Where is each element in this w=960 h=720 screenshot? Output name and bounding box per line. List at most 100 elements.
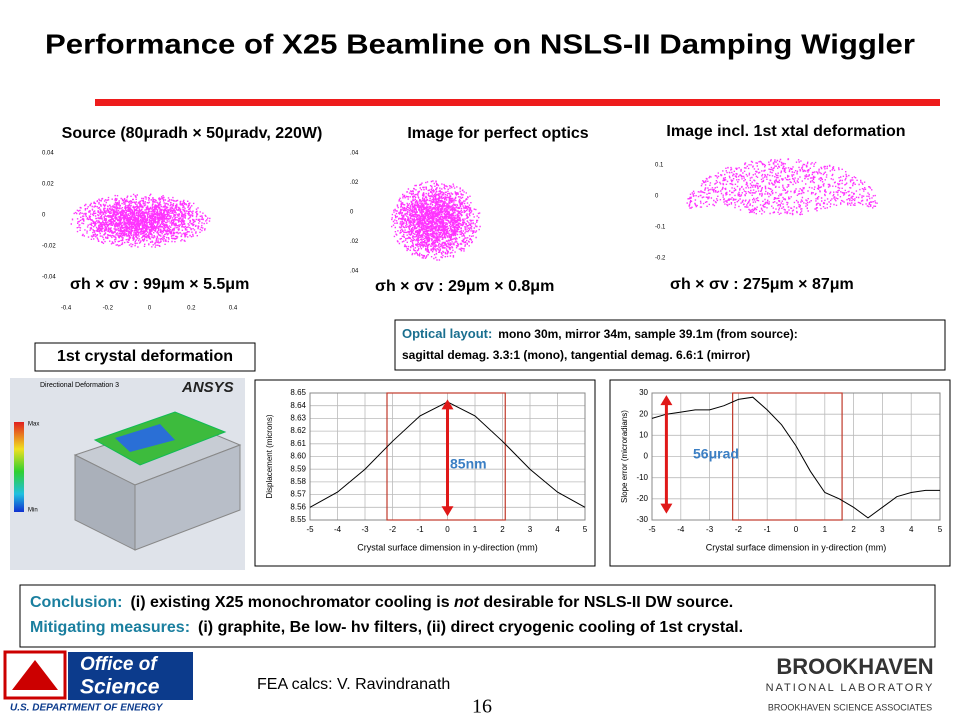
- ansys-block: [134, 444, 241, 551]
- y-tick-label: 0: [644, 452, 649, 461]
- x-tick-label: -2: [735, 525, 743, 534]
- y-tick-label: .04: [350, 151, 359, 157]
- y-tick-label: 8.60: [290, 452, 306, 461]
- ansys-crystal-center: [115, 424, 175, 452]
- y-tick-label: .02: [350, 180, 359, 186]
- beam-profile-cloud: [70, 193, 211, 248]
- y-tick-label: -10: [636, 473, 648, 482]
- doe-office: Office of: [80, 654, 158, 675]
- sigma-label: σh × σv : 275μm × 87μm: [670, 276, 854, 293]
- conclusion-label: Conclusion:: [30, 594, 122, 611]
- y-tick-label: -30: [636, 515, 648, 524]
- panel-heading: Image for perfect optics: [407, 125, 588, 142]
- x-tick-label: 3: [880, 525, 885, 534]
- title-rule: [95, 99, 940, 106]
- conclusion-text: (i) existing X25 monochromator cooling i…: [130, 594, 454, 611]
- optical-layout-box: [394, 319, 946, 371]
- y-tick-label: 8.64: [290, 401, 306, 410]
- ansys-min: Min: [28, 508, 38, 514]
- doe-text: U.S. DEPARTMENT OF ENERGY: [10, 703, 164, 714]
- panel-heading: Image incl. 1st xtal deformation: [666, 123, 905, 140]
- conclusion-label: Mitigating measures:: [30, 619, 190, 636]
- doe-logo: Office of Science U.S. DEPARTMENT OF ENE…: [3, 650, 193, 714]
- x-tick-label: -1: [416, 525, 424, 534]
- bnl-logo: BROOKHAVEN: [776, 654, 933, 679]
- doe-emblem-mark: [12, 660, 58, 690]
- optical-layout-line: mono 30m, mirror 34m, sample 39.1m (from…: [498, 327, 797, 341]
- y-tick-label: 20: [639, 409, 648, 418]
- optical-layout-text: Optical layout: mono 30m, mirror 34m, sam…: [402, 326, 798, 341]
- x-tick-label: -5: [306, 525, 314, 534]
- annotation: 56μrad: [693, 446, 739, 462]
- conclusion-text: (i) graphite, Be low- hν filters, (ii) d…: [198, 619, 743, 636]
- sigma-label: σh × σv : 29μm × 0.8μm: [375, 278, 554, 295]
- x-tick-label: 1: [473, 525, 478, 534]
- y-tick-label: 8.62: [290, 426, 306, 435]
- y-tick-label: 8.55: [290, 515, 306, 524]
- conclusion-line: Mitigating measures: (i) graphite, Be low…: [30, 619, 743, 636]
- conclusion-line: Conclusion: (i) existing X25 monochromato…: [30, 594, 733, 611]
- ansys-image: Directional Deformation 3 ANSYS Max Min: [10, 378, 245, 570]
- page-number: 16: [472, 696, 492, 718]
- x-tick-label: 5: [583, 525, 588, 534]
- optical-layout-label: Optical layout:: [402, 326, 492, 341]
- x-tick-label: 0.4: [229, 306, 238, 312]
- chart-frame: [609, 379, 951, 567]
- x-tick-label: -5: [648, 525, 656, 534]
- x-tick-label: -4: [677, 525, 685, 534]
- x-tick-label: -3: [706, 525, 714, 534]
- bnl-sub: NATIONAL LABORATORY: [766, 682, 935, 694]
- ansys-caption: Directional Deformation 3: [40, 382, 119, 389]
- x-tick-label: 1: [823, 525, 828, 534]
- ansys-legend: [14, 422, 24, 512]
- doe-banner: [68, 652, 193, 700]
- y-axis-label: Displacement (microns): [265, 414, 274, 498]
- y-tick-label: 0: [42, 213, 46, 219]
- y-tick-label: -20: [636, 494, 648, 503]
- x-tick-label: -4: [334, 525, 342, 534]
- x-tick-label: 0: [794, 525, 799, 534]
- deformation-box: [34, 342, 256, 372]
- y-tick-label: .02: [350, 239, 359, 245]
- x-tick-label: 4: [555, 525, 560, 534]
- y-tick-label: 8.57: [290, 490, 306, 499]
- y-tick-label: 0.1: [655, 163, 664, 169]
- y-tick-label: 0.04: [42, 151, 54, 157]
- x-axis-label: Crystal surface dimension in y-direction…: [706, 542, 887, 552]
- x-tick-label: 2: [851, 525, 856, 534]
- doe-science: Science: [80, 676, 160, 699]
- beam-profile-cloud: [686, 158, 878, 216]
- x-tick-label: -1: [764, 525, 772, 534]
- highlight-box: [386, 392, 506, 521]
- x-tick-label: -3: [361, 525, 369, 534]
- x-tick-label: 4: [909, 525, 914, 534]
- x-axis-label: Crystal surface dimension in y-direction…: [357, 542, 538, 552]
- x-tick-label: 5: [938, 525, 943, 534]
- x-tick-label: 3: [528, 525, 533, 534]
- y-tick-label: 8.61: [290, 439, 306, 448]
- credit: FEA calcs: V. Ravindranath: [257, 676, 450, 693]
- y-tick-label: .04: [350, 269, 359, 275]
- beam-profile-cloud: [391, 180, 481, 261]
- conclusion-box: [19, 584, 936, 648]
- x-tick-label: 0: [148, 306, 152, 312]
- y-tick-label: 0.02: [42, 182, 54, 188]
- x-tick-label: 2: [500, 525, 505, 534]
- x-tick-label: 0: [445, 525, 450, 534]
- y-tick-label: 10: [639, 430, 648, 439]
- y-tick-label: 0: [655, 194, 659, 200]
- y-tick-label: 8.58: [290, 477, 306, 486]
- y-tick-label: -0.02: [42, 244, 56, 250]
- x-tick-label: -0.4: [61, 306, 72, 312]
- bsa: BROOKHAVEN SCIENCE ASSOCIATES: [768, 702, 932, 712]
- y-tick-label: 0: [350, 210, 354, 216]
- conclusion-emphasis: not: [454, 594, 480, 611]
- data-line: [651, 396, 940, 519]
- x-tick-label: -2: [389, 525, 397, 534]
- conclusion-text: desirable for NSLS-II DW source.: [479, 594, 733, 611]
- deformation-label: 1st crystal deformation: [57, 348, 233, 365]
- y-tick-label: -0.1: [655, 225, 666, 231]
- panel-heading: Source (80μradh × 50μradv, 220W): [62, 125, 323, 142]
- chart-frame: [254, 379, 596, 567]
